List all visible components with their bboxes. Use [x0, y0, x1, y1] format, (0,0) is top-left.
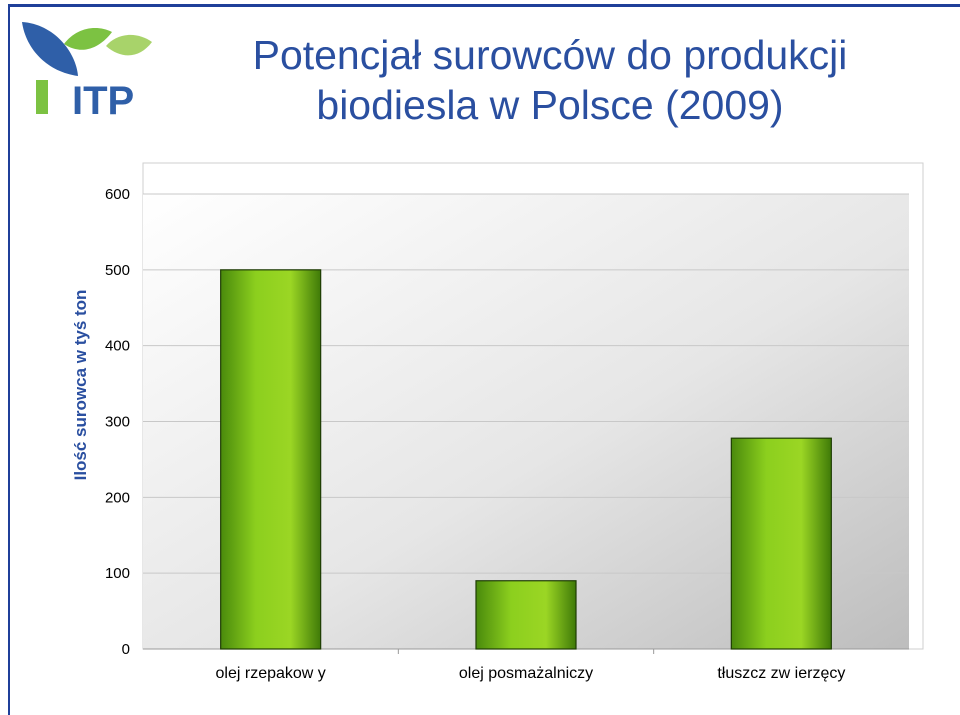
y-tick-labels: 0 100 200 300 400 500 600: [105, 186, 130, 658]
slide-title-line2: biodiesla w Polsce (2009): [316, 82, 784, 128]
logo-bar: [36, 80, 48, 114]
bar-3: [730, 437, 832, 650]
bars: [220, 269, 832, 650]
x-tick-label: olej posmażalniczy: [459, 665, 593, 682]
y-tick-label: 600: [105, 186, 130, 203]
slide-frame-top: [8, 4, 960, 7]
itp-logo: ITP: [22, 22, 152, 123]
logo-leaf-mid: [64, 28, 112, 50]
y-tick-label: 500: [105, 262, 130, 279]
x-tick-labels: olej rzepakow y olej posmażalniczy tłuszcz…: [216, 665, 846, 682]
logo-leaf-left: [22, 22, 78, 76]
slide-title: Potencjał surowców do produkcji biodiesl…: [170, 30, 930, 130]
y-axis-label: Ilość surowca w tyś ton: [71, 290, 90, 481]
slide-frame-left: [8, 4, 10, 715]
y-tick-label: 300: [105, 414, 130, 431]
y-tick-label: 0: [122, 641, 130, 658]
y-tick-label: 200: [105, 489, 130, 506]
bar-2: [475, 580, 577, 650]
bar-1: [220, 269, 322, 650]
logo-leaf-right: [106, 34, 152, 56]
logo-text: ITP: [72, 79, 134, 123]
y-tick-label: 100: [105, 565, 130, 582]
slide-title-line1: Potencjał surowców do produkcji: [252, 32, 848, 78]
y-tick-label: 400: [105, 338, 130, 355]
x-tick-label: olej rzepakow y: [216, 665, 326, 682]
x-tick-label: tłuszcz zw ierzęcy: [717, 665, 845, 682]
